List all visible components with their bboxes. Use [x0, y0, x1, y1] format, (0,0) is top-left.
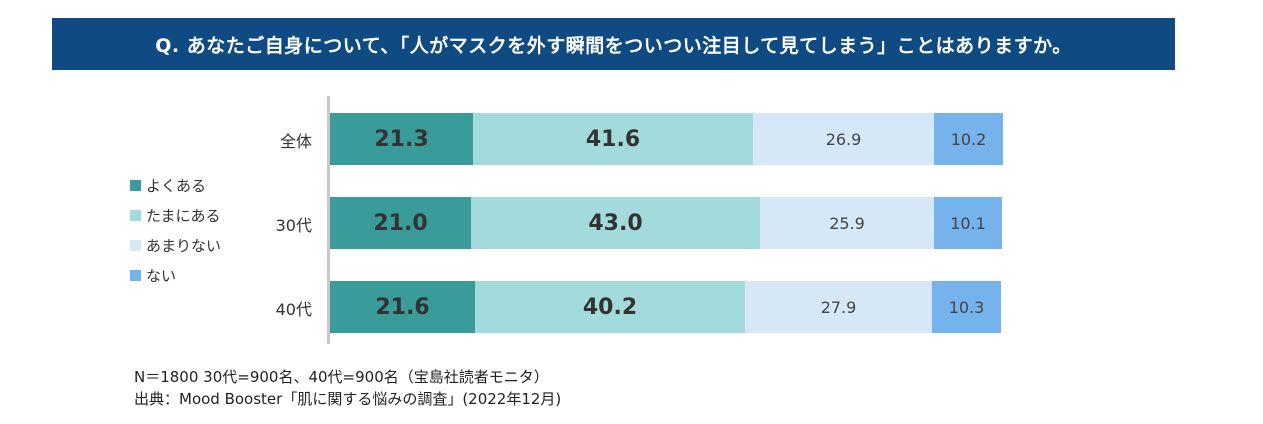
- legend-label-often: よくある: [146, 176, 207, 195]
- bar-segment-sometimes: 40.2: [475, 281, 745, 333]
- legend-item-never: ない: [130, 260, 221, 290]
- category-label: 40代: [275, 300, 312, 319]
- legend-label-never: ない: [146, 266, 177, 285]
- legend-item-sometimes: たまにある: [130, 200, 221, 230]
- bar-segment-never: 10.1: [934, 197, 1002, 249]
- bar-segment-sometimes: 43.0: [471, 197, 760, 249]
- bar-segment-often: 21.3: [330, 113, 473, 165]
- bar-value-label: 10.1: [950, 213, 986, 233]
- bar-segment-rarely: 25.9: [760, 197, 934, 249]
- legend-swatch-sometimes: [130, 209, 141, 221]
- bar-value-label: 26.9: [825, 129, 862, 149]
- chart-legend: よくあるたまにあるあまりないない: [130, 170, 221, 290]
- legend-label-rarely: あまりない: [146, 236, 222, 255]
- category-label: 30代: [275, 216, 312, 235]
- legend-label-sometimes: たまにある: [146, 206, 221, 225]
- bar-value-label: 43.0: [588, 210, 643, 236]
- y-axis-line: [327, 96, 330, 344]
- bar-segment-rarely: 26.9: [753, 113, 934, 165]
- bar-segment-often: 21.0: [330, 197, 471, 249]
- bar-value-label: 41.6: [585, 126, 641, 152]
- bar-value-label: 10.2: [950, 129, 987, 149]
- category-label: 全体: [279, 132, 312, 151]
- bar-segment-often: 21.6: [330, 281, 475, 333]
- legend-swatch-rarely: [130, 239, 141, 251]
- sample-size-note: N＝1800 30代=900名、40代=900名（宝島社読者モニタ）: [134, 368, 549, 386]
- bar-segment-never: 10.2: [934, 113, 1003, 165]
- bar-segment-sometimes: 41.6: [473, 113, 753, 165]
- legend-item-often: よくある: [130, 170, 221, 200]
- legend-swatch-never: [130, 269, 141, 281]
- legend-swatch-often: [130, 179, 141, 191]
- bar-value-label: 10.3: [948, 297, 985, 317]
- question-title: Q. あなたご自身について、「人がマスクを外す瞬間をついつい注目して見てしまう」…: [155, 34, 1072, 57]
- bar-segment-never: 10.3: [932, 281, 1001, 333]
- bar-value-label: 21.3: [374, 126, 429, 152]
- bar-value-label: 21.6: [375, 294, 430, 320]
- legend-item-rarely: あまりない: [130, 230, 221, 260]
- bar-value-label: 25.9: [829, 213, 865, 233]
- bar-value-label: 21.0: [373, 210, 428, 236]
- bar-value-label: 40.2: [582, 294, 638, 320]
- bar-segment-rarely: 27.9: [745, 281, 932, 333]
- question-title-bar: Q. あなたご自身について、「人がマスクを外す瞬間をついつい注目して見てしまう」…: [52, 18, 1175, 70]
- bar-value-label: 27.9: [820, 297, 857, 317]
- source-note: 出典：Mood Booster「肌に関する悩みの調査」(2022年12月): [134, 390, 562, 408]
